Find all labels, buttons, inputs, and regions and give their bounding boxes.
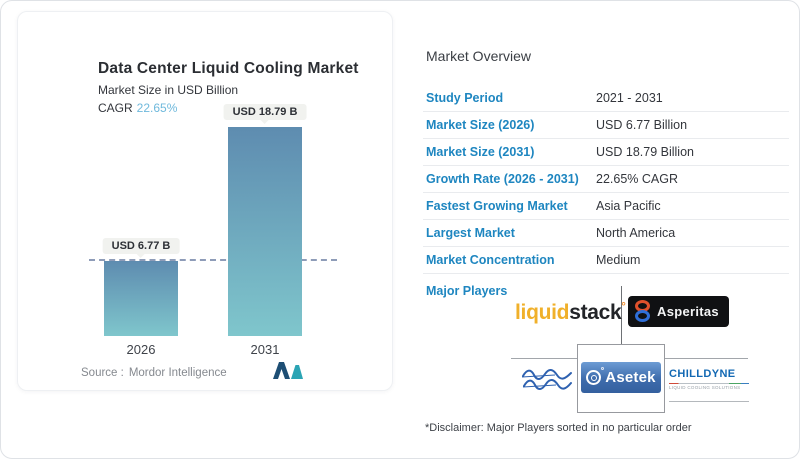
bar-2026 (104, 261, 178, 336)
row-label: Market Concentration (426, 253, 555, 267)
value-badge-2031: USD 18.79 B (223, 104, 307, 124)
source-label: Source : (81, 367, 124, 379)
disclaimer-text: *Disclaimer: Major Players sorted in no … (425, 422, 692, 434)
value-badge-2026: USD 6.77 B (102, 238, 180, 258)
bar-category-label-2026: 2026 (126, 342, 156, 357)
table-row: Fastest Growing Market Asia Pacific (423, 193, 789, 220)
liquidstack-word-liquid: liquid (515, 301, 570, 324)
bar-category-label-2031: 2031 (250, 342, 280, 357)
table-row: Market Size (2026) USD 6.77 Billion (423, 112, 789, 139)
chilldyne-logo: CHILLDYNE LIQUID COOLING SOLUTIONS (669, 368, 749, 390)
row-label: Market Size (2026) (426, 118, 535, 132)
row-value: 22.65% CAGR (596, 172, 678, 186)
liquidstack-degree-mark: ° (621, 301, 626, 313)
cagr-row: CAGR 22.65% (98, 101, 177, 115)
asperitas-name: Asperitas (657, 304, 719, 319)
chart-title: Data Center Liquid Cooling Market (98, 60, 359, 77)
liquidstack-logo: liquidstack° (515, 301, 626, 325)
source-value: Mordor Intelligence (128, 367, 227, 379)
row-label: Fastest Growing Market (426, 199, 568, 213)
asetek-ring-icon (586, 367, 605, 385)
row-label: Market Size (2031) (426, 145, 535, 159)
market-chart-card: Data Center Liquid Cooling Market Market… (17, 11, 393, 391)
table-row: Market Concentration Medium (423, 247, 789, 274)
chilldyne-tagline: LIQUID COOLING SOLUTIONS (669, 382, 749, 390)
asetek-logo: Asetek (581, 362, 661, 393)
overview-title: Market Overview (426, 48, 532, 64)
asperitas-logo: Asperitas (628, 296, 729, 327)
table-row: Largest Market North America (423, 220, 789, 247)
mordor-intelligence-logo-icon (273, 362, 303, 379)
bar-2031 (228, 127, 302, 336)
row-value: 2021 - 2031 (596, 91, 663, 105)
players-bottom-divider (669, 401, 749, 402)
table-row: Study Period 2021 - 2031 (423, 85, 789, 112)
cagr-value: 22.65% (136, 101, 178, 115)
overview-table: Study Period 2021 - 2031 Market Size (20… (423, 85, 789, 274)
row-value: Asia Pacific (596, 199, 661, 213)
source-row: Source : Mordor Intelligence (81, 367, 232, 379)
cagr-label: CAGR (98, 101, 133, 115)
major-players-label: Major Players (426, 284, 508, 298)
row-value: USD 6.77 Billion (596, 118, 688, 132)
chilldyne-name: CHILLDYNE (669, 368, 736, 380)
row-value: USD 18.79 Billion (596, 145, 694, 159)
liquidstack-word-stack: stack (569, 301, 622, 324)
row-label: Largest Market (426, 226, 515, 240)
alfa-laval-logo (521, 369, 572, 390)
players-vertical-divider (621, 286, 622, 344)
asperitas-rings-icon (635, 300, 651, 323)
table-row: Growth Rate (2026 - 2031) 22.65% CAGR (423, 166, 789, 193)
dashed-reference-line (89, 259, 337, 261)
row-label: Study Period (426, 91, 504, 105)
row-label: Growth Rate (2026 - 2031) (426, 172, 579, 186)
chart-subtitle: Market Size in USD Billion (98, 83, 239, 97)
table-row: Market Size (2031) USD 18.79 Billion (423, 139, 789, 166)
row-value: North America (596, 226, 676, 240)
row-value: Medium (596, 253, 641, 267)
asetek-name: Asetek (605, 369, 656, 386)
